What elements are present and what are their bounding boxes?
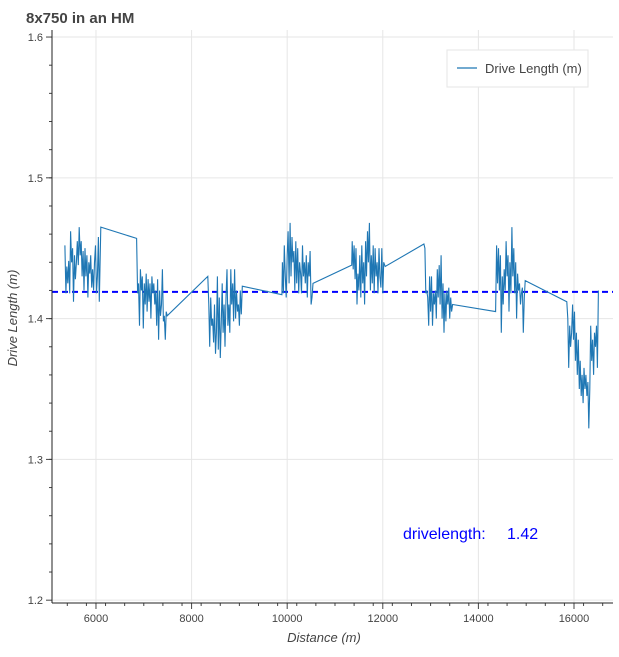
chart-title: 8x750 in an HM <box>26 10 134 27</box>
x-tick-label: 12000 <box>367 613 398 625</box>
x-tick-label: 16000 <box>559 613 590 625</box>
x-tick-label: 10000 <box>272 613 303 625</box>
x-tick-label: 8000 <box>179 613 203 625</box>
legend-label: Drive Length (m) <box>485 61 582 76</box>
annotation: drivelength: 1.42 <box>403 526 538 543</box>
series-line-drive-length <box>64 222 599 429</box>
legend: Drive Length (m) <box>446 49 589 88</box>
annotation-label: drivelength: <box>403 526 486 543</box>
y-tick-label: 1.6 <box>28 32 43 44</box>
x-tick-label: 6000 <box>84 613 108 625</box>
annotation-value: 1.42 <box>507 526 538 543</box>
y-axis-label: Drive Length (m) <box>5 270 20 367</box>
axes: 6000 8000 10000 12000 14000 16000 1.2 1.3 1.4 1.5… <box>28 30 613 625</box>
y-tick-label: 1.3 <box>28 454 43 466</box>
y-tick-label: 1.5 <box>28 173 43 185</box>
y-tick-label: 1.4 <box>28 314 43 326</box>
y-tick-label: 1.2 <box>28 595 43 607</box>
x-axis-label: Distance (m) <box>287 630 361 645</box>
grid <box>52 30 613 603</box>
series-layer <box>64 222 599 429</box>
x-tick-label: 14000 <box>463 613 494 625</box>
